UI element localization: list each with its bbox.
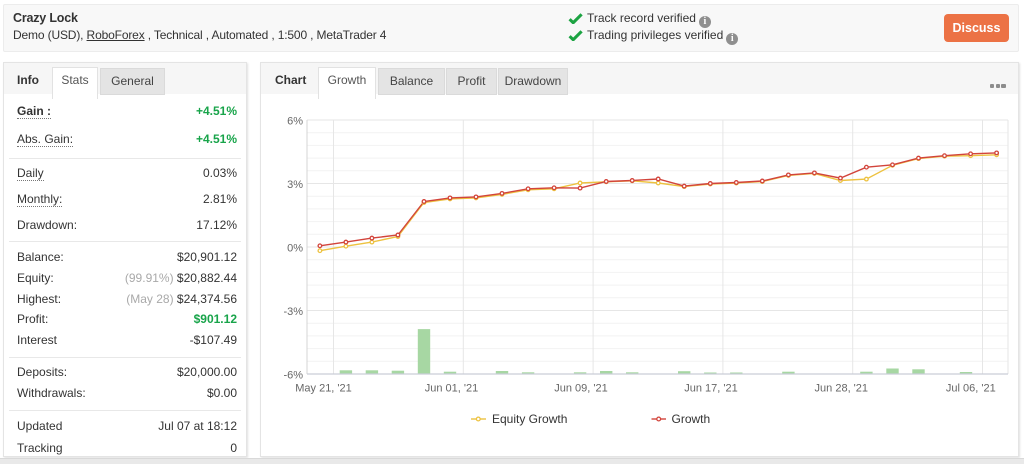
svg-text:6%: 6% (287, 116, 303, 128)
svg-text:-6%: -6% (283, 370, 303, 382)
svg-text:Jun 01, '21: Jun 01, '21 (425, 383, 478, 395)
svg-text:-3%: -3% (283, 306, 303, 318)
svg-text:Jun 17, '21: Jun 17, '21 (684, 383, 737, 395)
svg-text:3%: 3% (287, 179, 303, 191)
svg-text:Equity Growth: Equity Growth (492, 412, 567, 426)
svg-text:Growth: Growth (672, 412, 711, 426)
svg-text:Jun 28, '21: Jun 28, '21 (815, 383, 868, 395)
svg-text:0%: 0% (287, 243, 303, 255)
svg-text:Jul 06, '21: Jul 06, '21 (946, 383, 996, 395)
svg-text:Jun 09, '21: Jun 09, '21 (554, 383, 607, 395)
svg-text:May 21, '21: May 21, '21 (295, 383, 352, 395)
